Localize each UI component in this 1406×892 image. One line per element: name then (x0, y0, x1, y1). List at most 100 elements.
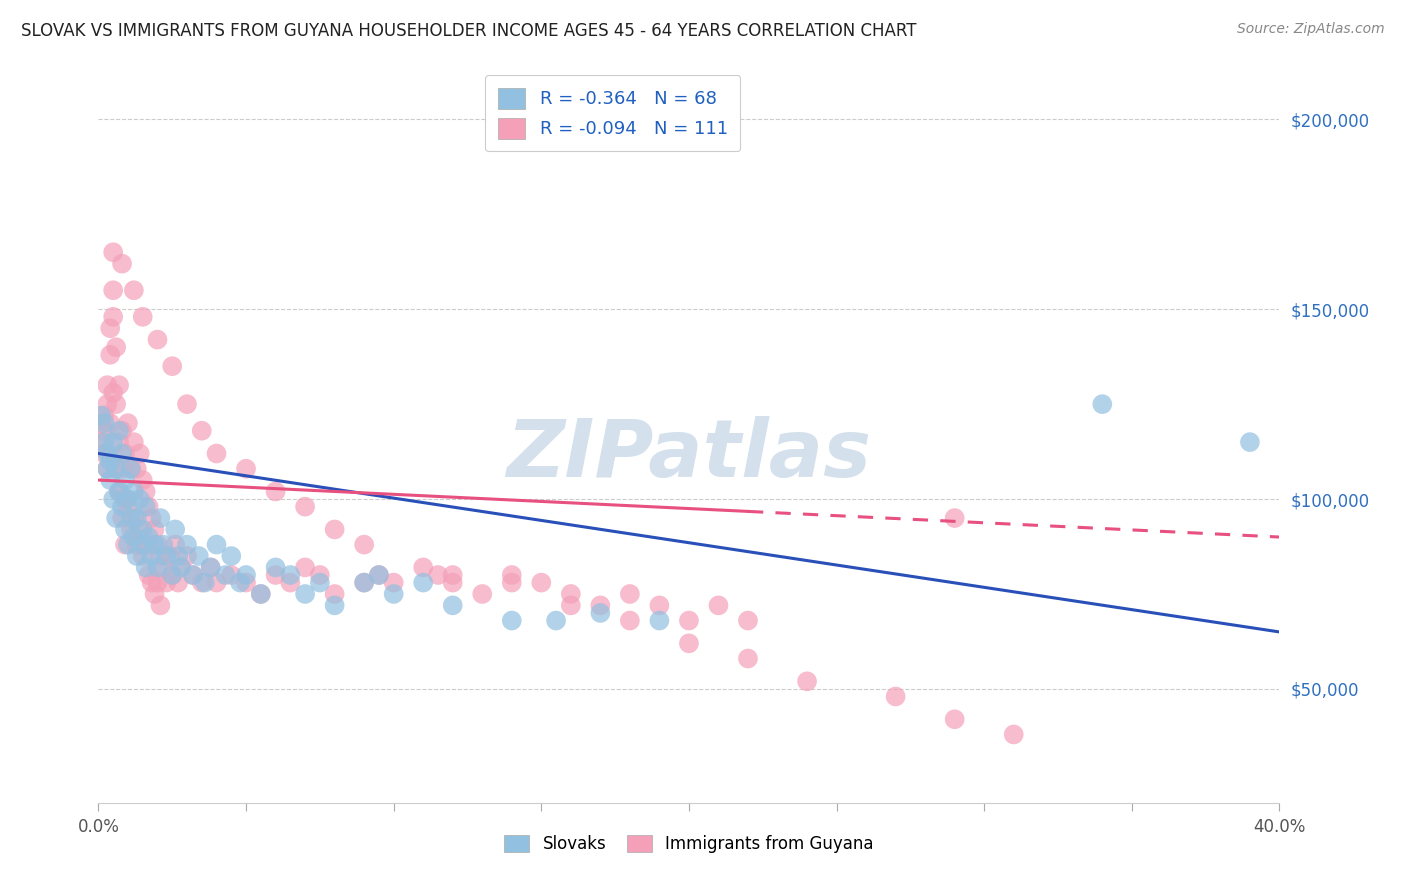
Point (176, 538, 198, 552)
Point (117, 416, 139, 430)
Point (135, 500, 157, 514)
Point (93, 424, 115, 438)
Point (138, 530, 160, 544)
Point (235, 575, 257, 590)
Point (125, 538, 148, 552)
Point (382, 575, 405, 590)
Point (648, 614, 671, 628)
Point (309, 568, 332, 582)
Point (114, 523, 136, 537)
Point (560, 587, 582, 601)
Point (111, 461, 134, 475)
Point (105, 511, 128, 525)
Point (796, 674, 818, 689)
Point (167, 549, 190, 563)
Point (103, 385, 125, 400)
Point (235, 461, 257, 475)
Point (111, 500, 134, 514)
Point (323, 523, 346, 537)
Point (143, 523, 166, 537)
Point (441, 568, 464, 582)
Point (589, 606, 612, 620)
Point (235, 568, 257, 582)
Point (205, 538, 228, 552)
Point (309, 575, 332, 590)
Point (135, 560, 157, 574)
Point (441, 575, 464, 590)
Point (200, 560, 222, 574)
Point (141, 575, 163, 590)
Point (122, 530, 145, 544)
Point (103, 310, 125, 324)
Point (707, 599, 730, 613)
Point (108, 435, 131, 450)
Point (205, 446, 228, 460)
Point (250, 587, 273, 601)
Point (176, 549, 198, 563)
Point (501, 614, 523, 628)
Point (200, 560, 222, 574)
Point (98, 348, 121, 362)
Point (105, 340, 128, 354)
Point (155, 549, 177, 563)
Point (128, 446, 150, 460)
Point (125, 511, 148, 525)
Point (165, 523, 187, 537)
Point (120, 461, 142, 475)
Point (737, 614, 759, 628)
Point (138, 500, 160, 514)
Point (117, 491, 139, 506)
Point (181, 568, 204, 582)
Point (98, 454, 121, 468)
Point (98, 473, 121, 487)
Point (221, 568, 243, 582)
Point (90, 409, 112, 423)
Point (132, 538, 155, 552)
Point (152, 538, 174, 552)
Point (162, 359, 183, 374)
Point (128, 523, 150, 537)
Point (117, 538, 139, 552)
Point (280, 575, 302, 590)
Point (149, 599, 172, 613)
Point (96, 378, 118, 392)
Point (108, 424, 131, 438)
Point (146, 560, 169, 574)
Point (114, 446, 136, 460)
Point (146, 575, 169, 590)
Point (191, 575, 214, 590)
Point (229, 575, 252, 590)
Point (280, 568, 302, 582)
Point (323, 599, 346, 613)
Point (111, 511, 134, 525)
Point (96, 446, 118, 460)
Point (120, 523, 142, 537)
Point (138, 568, 160, 582)
Point (135, 484, 157, 499)
Point (93, 409, 115, 423)
Point (108, 484, 131, 499)
Point (117, 500, 139, 514)
Point (187, 549, 209, 563)
Point (122, 435, 145, 450)
Point (264, 568, 287, 582)
Point (132, 310, 155, 324)
Point (143, 538, 166, 552)
Point (96, 461, 118, 475)
Point (546, 614, 568, 628)
Point (132, 473, 155, 487)
Point (146, 538, 169, 552)
Point (98, 321, 121, 335)
Point (93, 435, 115, 450)
Point (170, 560, 193, 574)
Point (90, 416, 112, 430)
Point (943, 712, 966, 726)
Point (560, 599, 582, 613)
Point (90, 435, 112, 450)
Point (214, 568, 236, 582)
Point (111, 424, 134, 438)
Point (114, 491, 136, 506)
Point (368, 568, 391, 582)
Point (250, 587, 273, 601)
Point (93, 416, 115, 430)
